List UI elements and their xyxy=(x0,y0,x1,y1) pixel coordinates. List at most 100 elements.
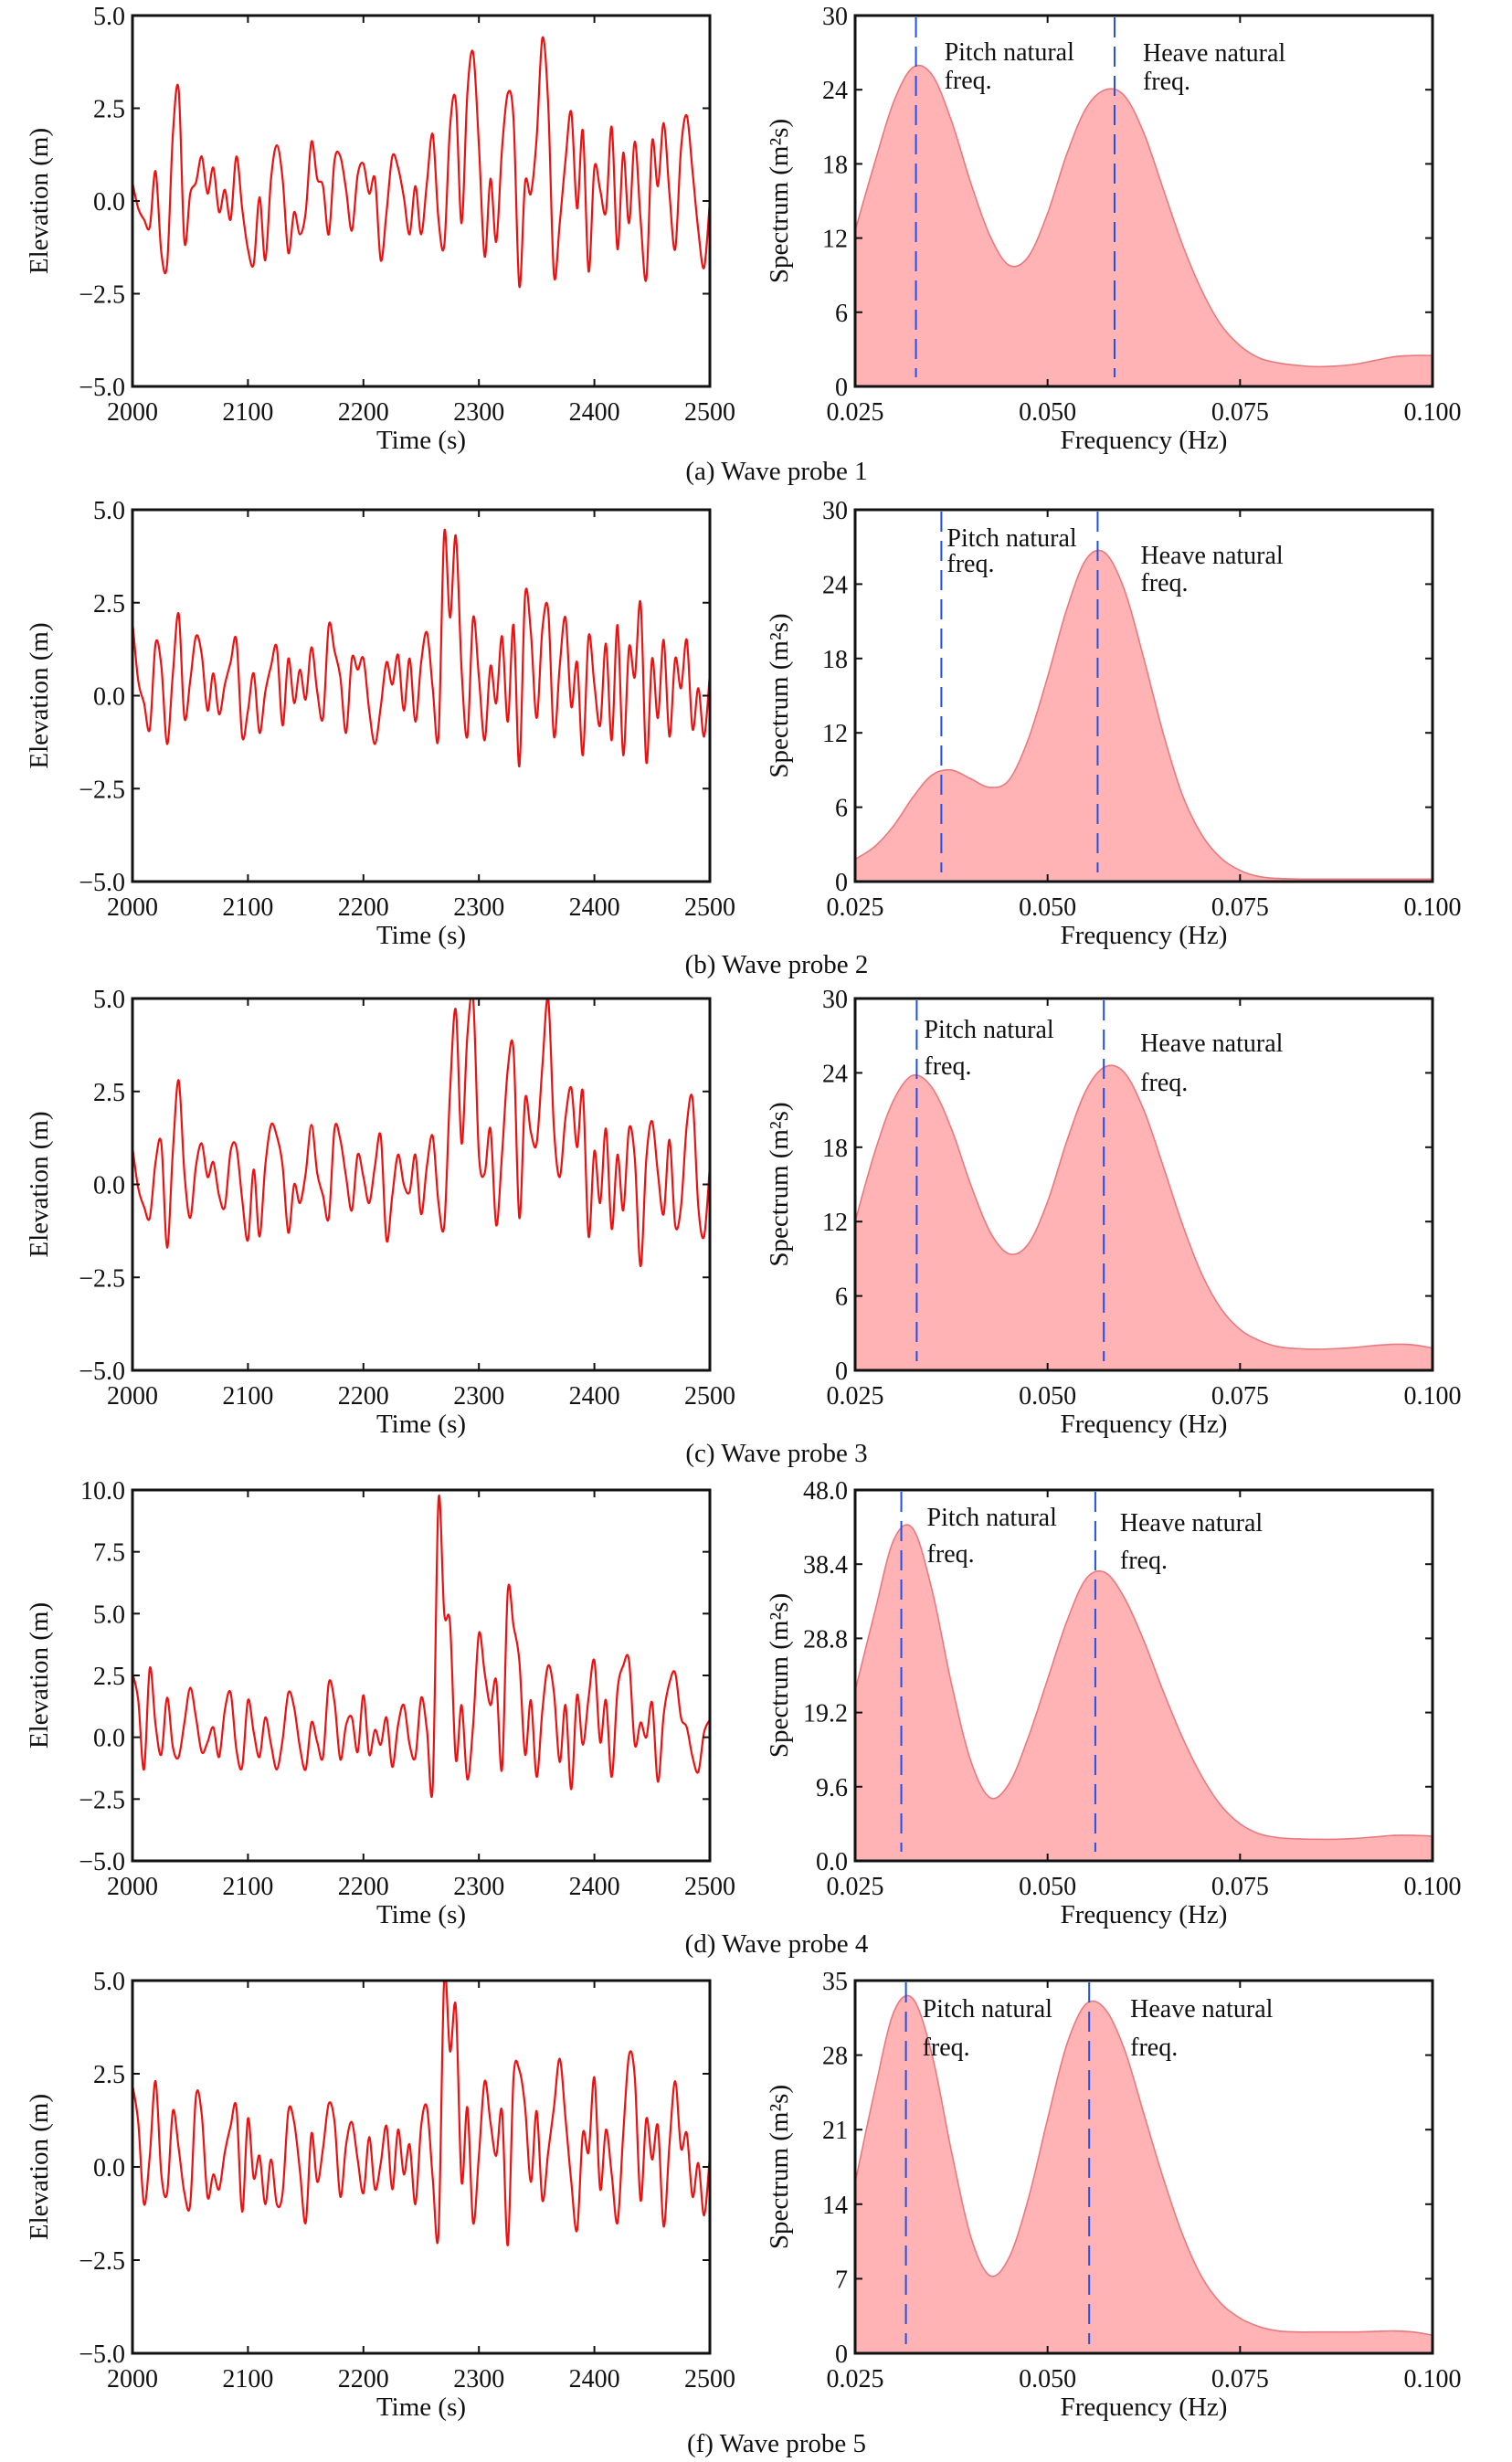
pitch-label-line1: Pitch natural xyxy=(923,1995,1053,2023)
data-point xyxy=(558,665,561,667)
data-point xyxy=(414,185,417,187)
data-point xyxy=(622,1664,625,1667)
data-point xyxy=(311,1124,312,1126)
data-point xyxy=(299,2170,301,2171)
data-point xyxy=(657,1172,660,1175)
data-point xyxy=(989,2275,991,2277)
data-point xyxy=(426,181,428,184)
data-point xyxy=(195,181,197,184)
data-point xyxy=(154,1724,157,1727)
data-point xyxy=(195,635,197,638)
data-point xyxy=(460,1704,463,1706)
pitch-label-line1: Pitch natural xyxy=(945,38,1075,67)
data-point xyxy=(645,1157,648,1159)
elevation-chart-c: 2000 2100 2200 2300 2400 2500 −5.0 −2.5 0.0 2.5 5.… xyxy=(25,986,735,1439)
data-point xyxy=(610,2173,613,2176)
data-point xyxy=(593,166,596,169)
data-point xyxy=(212,166,215,169)
data-point xyxy=(628,1127,630,1130)
spectrum-group xyxy=(855,1524,1433,1861)
spectrum-area xyxy=(855,550,1433,882)
data-point xyxy=(1412,1834,1414,1836)
data-point xyxy=(668,2143,671,2146)
data-point xyxy=(1316,365,1318,368)
data-point xyxy=(668,735,671,738)
pitch-label-line1: Pitch natural xyxy=(927,1504,1058,1532)
data-point xyxy=(177,2147,180,2150)
data-point xyxy=(1027,738,1030,740)
y-tick-label: −2.5 xyxy=(79,776,125,804)
data-point xyxy=(471,617,474,618)
data-point xyxy=(183,2192,185,2194)
data-point xyxy=(224,1708,227,1711)
data-point xyxy=(553,274,555,277)
data-point xyxy=(172,133,174,135)
pitch-label-line1: Pitch natural xyxy=(924,1016,1054,1044)
x-tick-label: 2400 xyxy=(569,1382,620,1411)
data-point xyxy=(293,1183,295,1186)
data-point xyxy=(1162,2176,1164,2179)
spectrum-chart-f: Pitch natural freq. Heave natural freq. 0.02… xyxy=(765,1968,1462,2422)
x-tick-label: 2500 xyxy=(684,398,735,427)
data-point xyxy=(356,174,359,176)
data-point xyxy=(640,2199,642,2202)
data-point xyxy=(247,1699,249,1701)
data-point xyxy=(1354,1347,1357,1348)
data-point xyxy=(495,1679,498,1682)
data-point xyxy=(1162,187,1164,190)
data-point xyxy=(553,2106,555,2108)
data-point xyxy=(495,2154,498,2157)
data-point xyxy=(931,74,934,76)
data-point xyxy=(587,1696,590,1699)
data-point xyxy=(969,1183,972,1186)
data-point xyxy=(593,1149,596,1152)
data-point xyxy=(657,717,660,719)
data-point xyxy=(200,2113,203,2116)
data-point xyxy=(541,628,544,630)
data-point xyxy=(183,240,185,243)
plot-frame xyxy=(853,997,1434,1372)
data-point xyxy=(610,1776,613,1778)
data-point xyxy=(1220,1307,1222,1309)
data-point xyxy=(189,192,192,195)
data-point xyxy=(1046,1200,1049,1203)
data-point xyxy=(276,1768,278,1770)
data-point xyxy=(989,235,991,237)
y-tick-label: 48.0 xyxy=(803,1477,848,1506)
data-point xyxy=(570,1086,573,1089)
data-point xyxy=(530,192,532,195)
data-point xyxy=(1065,1140,1068,1142)
data-point xyxy=(304,211,307,214)
data-point xyxy=(697,1206,700,1208)
data-point xyxy=(189,2203,192,2205)
data-point xyxy=(547,1664,549,1667)
y-tick-label: 0.0 xyxy=(93,188,125,217)
data-point xyxy=(247,709,249,712)
data-point xyxy=(1181,1736,1183,1738)
data-point xyxy=(912,67,914,69)
y-tick-label: 18 xyxy=(822,151,848,179)
data-point xyxy=(1354,878,1357,881)
data-point xyxy=(506,1068,509,1071)
data-point xyxy=(680,1206,682,1208)
data-point xyxy=(137,680,140,682)
data-point xyxy=(1316,2330,1318,2333)
series-group xyxy=(132,528,710,767)
data-point xyxy=(166,1246,168,1249)
data-point xyxy=(518,765,521,767)
data-point xyxy=(438,2233,439,2235)
data-point xyxy=(478,1633,481,1634)
data-point xyxy=(1027,256,1030,258)
data-point xyxy=(414,721,417,723)
data-point xyxy=(576,1146,578,1148)
data-point xyxy=(1354,363,1357,365)
data-point xyxy=(270,2158,272,2161)
data-point xyxy=(466,1034,469,1037)
y-axis-label: Spectrum (m²s) xyxy=(765,2085,794,2249)
data-points xyxy=(132,2005,710,2246)
y-tick-label: −5.0 xyxy=(79,374,125,402)
data-point xyxy=(431,133,434,135)
data-point xyxy=(149,1217,151,1220)
data-point xyxy=(327,1217,330,1220)
data-point xyxy=(501,1768,503,1770)
